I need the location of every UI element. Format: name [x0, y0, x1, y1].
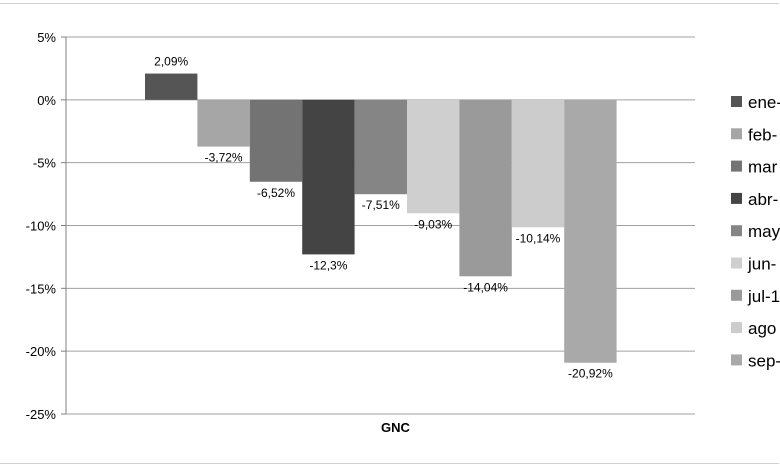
legend-swatch	[731, 128, 742, 140]
data-label: -10,14%	[516, 231, 561, 245]
category-label: GNC	[381, 420, 411, 435]
legend-label: ene-	[748, 93, 780, 112]
data-label: -7,51%	[362, 198, 400, 212]
legend-swatch	[731, 225, 742, 237]
bar-mar	[249, 99, 303, 182]
legend-label: jul-1	[747, 287, 780, 306]
y-tick-label: -15%	[26, 281, 57, 296]
bar-ene	[145, 73, 198, 100]
legend-swatch	[731, 289, 742, 301]
bar-abr	[302, 99, 355, 255]
legend-swatch	[731, 354, 742, 366]
legend-label: mar	[748, 158, 778, 177]
chart-frame	[0, 3, 779, 464]
legend-swatch	[731, 322, 742, 334]
legend-swatch	[731, 160, 742, 172]
y-tick-label: 5%	[37, 30, 56, 45]
legend-label: feb-	[748, 125, 777, 144]
legend-label: abr-	[748, 190, 778, 209]
bar-ago	[511, 99, 565, 228]
data-label: 2,09%	[154, 55, 188, 69]
legend-label: sep-	[748, 351, 780, 370]
data-label: -9,03%	[414, 217, 452, 231]
data-label: -20,92%	[568, 367, 613, 381]
bar-jun	[407, 99, 460, 214]
legend-label: ago	[748, 319, 776, 338]
data-label: -14,04%	[463, 280, 508, 294]
legend-label: may	[748, 222, 780, 241]
legend-swatch	[731, 257, 742, 269]
data-label: -3,72%	[205, 151, 243, 165]
bar-may	[354, 99, 407, 195]
data-label: -6,52%	[257, 186, 295, 200]
bar-feb	[197, 99, 250, 147]
bar-sep	[564, 99, 617, 363]
legend-label: jun-	[747, 255, 776, 274]
y-tick-label: -5%	[33, 156, 57, 171]
legend-swatch	[731, 96, 742, 107]
y-tick-label: -25%	[26, 407, 57, 422]
data-label: -12,3%	[309, 258, 347, 272]
y-tick-label: -20%	[26, 344, 57, 359]
legend-swatch	[731, 192, 742, 204]
y-tick-label: -10%	[26, 219, 57, 234]
y-tick-label: 0%	[37, 93, 56, 108]
bar-jul1	[459, 99, 512, 277]
